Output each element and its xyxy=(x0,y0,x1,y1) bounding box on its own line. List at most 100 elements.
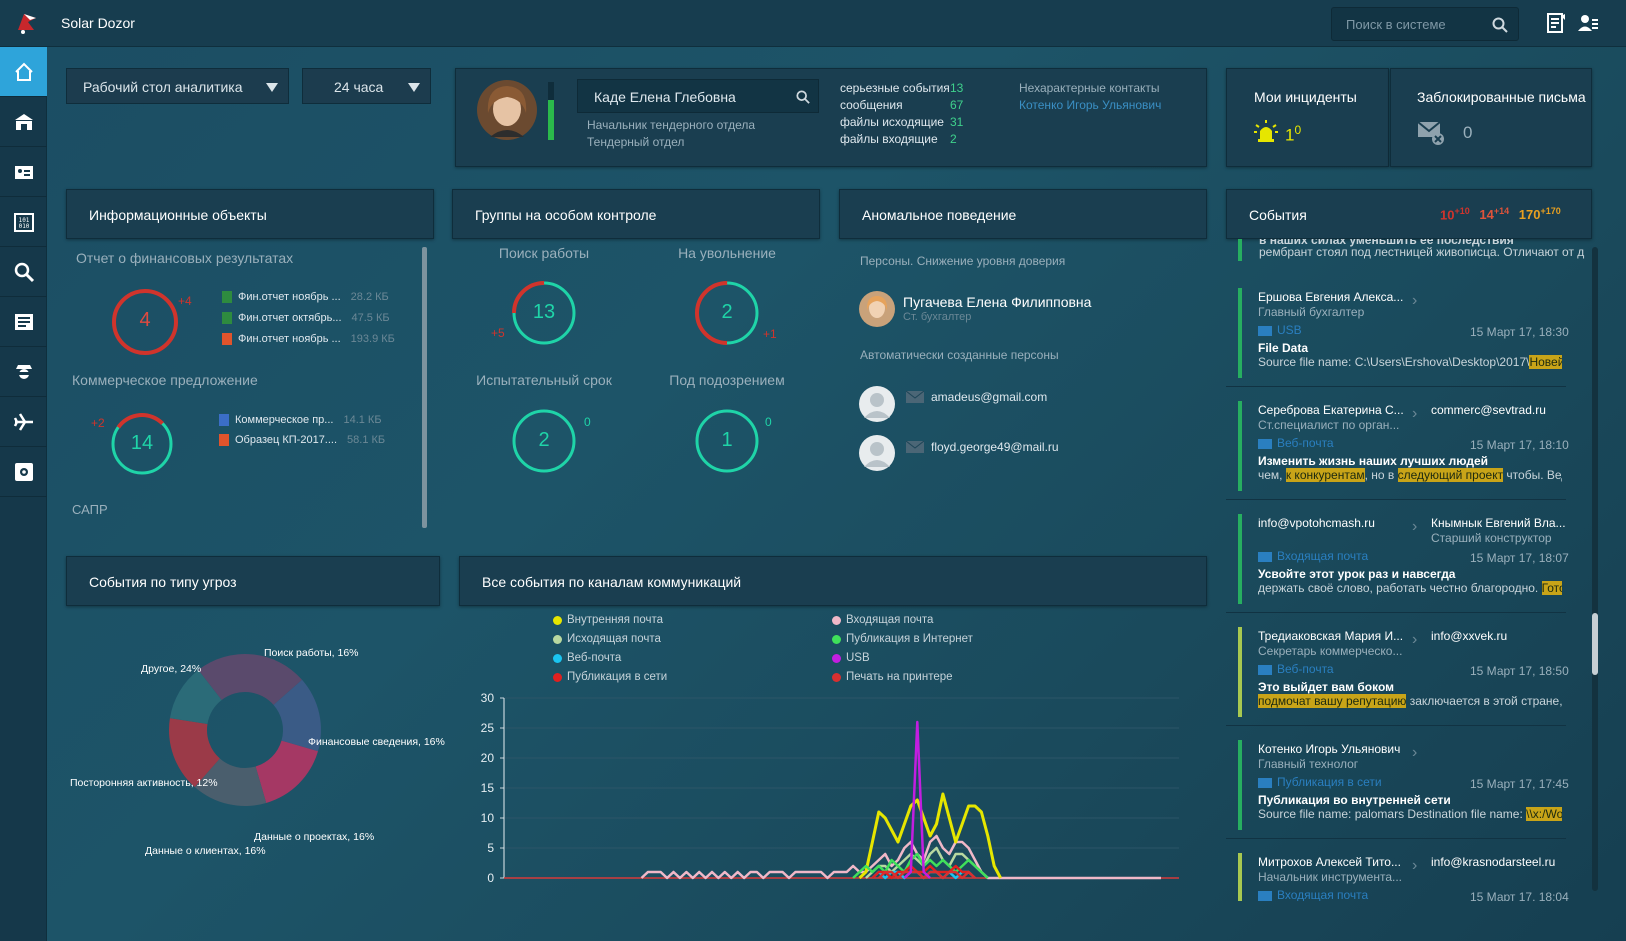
highlight-match: \\x:/Work xyxy=(1526,807,1562,821)
my-incidents-panel[interactable]: Мои инциденты 10 xyxy=(1226,68,1389,167)
donut-slice[interactable] xyxy=(194,758,267,806)
info-group-title[interactable]: САПР xyxy=(72,502,108,517)
nav-organization[interactable] xyxy=(0,97,47,147)
nav-data[interactable]: 101 010 xyxy=(0,197,47,247)
group-gauge[interactable] xyxy=(693,279,761,347)
default-avatar-icon xyxy=(859,435,895,471)
group-gauge[interactable] xyxy=(693,407,761,475)
dashboard-select[interactable]: Рабочий стол аналитика xyxy=(66,68,289,104)
nav-search[interactable] xyxy=(0,247,47,297)
group-label[interactable]: Под подозрением xyxy=(669,372,785,388)
group-gauge[interactable] xyxy=(510,407,578,475)
file-item[interactable]: Коммерческое пр... 14.1 КБ xyxy=(219,414,382,426)
event-chevron-icon: › xyxy=(1412,292,1418,309)
file-item[interactable]: Образец КП-2017.... 58.1 КБ xyxy=(219,434,385,446)
legend-item[interactable]: Веб-почта xyxy=(553,652,621,664)
group-delta: 0 xyxy=(765,415,772,429)
event-item[interactable]: Ершова Евгения Алекса... Главный бухгалте… xyxy=(1226,274,1569,387)
event-sender[interactable]: Митрохов Алексей Тито... xyxy=(1258,855,1401,869)
event-sender[interactable]: Котенко Игорь Ульянович xyxy=(1258,742,1401,756)
person-search[interactable]: Каде Елена Глебовна xyxy=(577,79,819,113)
stat-value[interactable]: 31 xyxy=(950,115,964,129)
legend-item[interactable]: Публикация в Интернет xyxy=(832,633,973,645)
auto-person-email[interactable]: floyd.george49@mail.ru xyxy=(931,440,1059,454)
donut-slice[interactable] xyxy=(273,679,322,752)
solar-dozor-logo[interactable] xyxy=(14,10,40,36)
user-settings-icon[interactable] xyxy=(1577,12,1599,34)
system-search[interactable] xyxy=(1331,7,1519,41)
event-recipient[interactable]: info@xxvek.ru xyxy=(1431,629,1508,643)
event-item[interactable]: Тредиаковская Мария И... Секретарь коммер… xyxy=(1226,613,1569,726)
event-item[interactable]: Митрохов Алексей Тито... Начальник инстру… xyxy=(1226,839,1569,901)
major-count: 14 xyxy=(1479,207,1494,223)
group-label[interactable]: Испытательный срок xyxy=(476,372,612,388)
nav-persons[interactable] xyxy=(0,147,47,197)
legend-item[interactable]: Исходящая почта xyxy=(553,633,661,645)
info-group-title[interactable]: Отчет о финансовых результатах xyxy=(76,250,294,266)
search-icon[interactable] xyxy=(1492,17,1508,33)
building-icon xyxy=(14,113,33,130)
legend-label: Исходящая почта xyxy=(567,633,661,645)
search-icon[interactable] xyxy=(796,90,810,104)
period-select[interactable]: 24 часа xyxy=(302,68,431,104)
event-item[interactable]: Сереброва Екатерина С... Ст.специалист по… xyxy=(1226,387,1569,500)
profile-avatar[interactable] xyxy=(476,79,538,141)
event-item[interactable]: info@vpotohcmash.ru › Кнымнык Евгений Вла.… xyxy=(1226,500,1569,613)
event-recipient[interactable]: commerc@sevtrad.ru xyxy=(1431,403,1546,417)
anomaly-person-name[interactable]: Пугачева Елена Филипповна xyxy=(903,294,1092,310)
info-objects-scrollbar[interactable] xyxy=(422,247,427,528)
events-scrollbar-thumb[interactable] xyxy=(1592,613,1598,675)
blocked-title: Заблокированные письма xyxy=(1417,89,1586,105)
nav-travel[interactable] xyxy=(0,397,47,447)
person-avatar[interactable] xyxy=(859,291,895,327)
donut-slice[interactable] xyxy=(169,718,220,788)
group-label[interactable]: На увольнение xyxy=(678,245,776,261)
event-text: чем, xyxy=(1258,468,1286,482)
donut-slice[interactable] xyxy=(169,669,222,725)
nav-reports[interactable] xyxy=(0,297,47,347)
nav-settings[interactable] xyxy=(0,447,47,497)
legend-item[interactable]: Публикация в сети xyxy=(553,671,667,683)
event-item[interactable]: Котенко Игорь Ульянович Главный технолог ›… xyxy=(1226,726,1569,839)
event-sender[interactable]: Ершова Евгения Алекса... xyxy=(1258,290,1404,304)
event-recipient[interactable]: Кнымнык Евгений Вла... xyxy=(1431,516,1566,530)
stat-value[interactable]: 2 xyxy=(950,132,957,146)
stat-value[interactable]: 67 xyxy=(950,98,964,112)
unusual-contact-link[interactable]: Котенко Игорь Ульянович xyxy=(1019,98,1162,112)
incidents-count: 10 xyxy=(1285,123,1301,146)
events-scrollbar-track[interactable] xyxy=(1592,247,1598,891)
event-chevron-icon: › xyxy=(1412,405,1418,422)
donut-slice[interactable] xyxy=(198,654,303,705)
event-sender[interactable]: info@vpotohcmash.ru xyxy=(1258,516,1375,530)
stat-value[interactable]: 13 xyxy=(950,81,964,95)
info-group-gauge[interactable] xyxy=(108,410,176,478)
legend-item[interactable]: USB xyxy=(832,652,870,664)
file-item[interactable]: Фин.отчет октябрь... 47.5 КБ xyxy=(222,312,390,324)
blocked-emails-panel[interactable]: Заблокированные письма 0 xyxy=(1390,68,1592,167)
group-label[interactable]: Поиск работы xyxy=(498,245,590,261)
event-body: держать своё слово, работать честно благ… xyxy=(1258,581,1562,595)
group-gauge[interactable] xyxy=(510,279,578,347)
event-sender[interactable]: Сереброва Екатерина С... xyxy=(1258,403,1404,417)
info-group-title[interactable]: Коммерческое предложение xyxy=(72,372,258,388)
events-counters[interactable]: 10+10 14+14 170+170 xyxy=(1440,206,1561,222)
legend-item[interactable]: Внутренняя почта xyxy=(553,614,663,626)
report-icon[interactable] xyxy=(1545,12,1567,34)
event-sender[interactable]: Тредиаковская Мария И... xyxy=(1258,629,1404,643)
event-text: чтобы. Ведь xyxy=(1506,468,1562,482)
nav-home[interactable] xyxy=(0,47,47,97)
stat-label: файлы входящие xyxy=(840,132,938,146)
file-item[interactable]: Фин.отчет ноябрь ... 193.9 КБ xyxy=(222,333,395,345)
chevron-down-icon xyxy=(266,83,278,92)
event-recipient[interactable]: info@krasnodarsteel.ru xyxy=(1431,855,1556,869)
events-header: События 10+10 14+14 170+170 xyxy=(1226,189,1592,239)
search-input[interactable] xyxy=(1332,8,1482,40)
auto-person-email[interactable]: amadeus@gmail.com xyxy=(931,390,1048,404)
donut-slice[interactable] xyxy=(255,740,318,803)
info-group-gauge[interactable] xyxy=(109,286,181,358)
legend-item[interactable]: Печать на принтере xyxy=(832,671,953,683)
nav-security[interactable] xyxy=(0,347,47,397)
file-item[interactable]: Фин.отчет ноябрь ... 28.2 КБ xyxy=(222,291,389,303)
legend-item[interactable]: Входящая почта xyxy=(832,614,933,626)
